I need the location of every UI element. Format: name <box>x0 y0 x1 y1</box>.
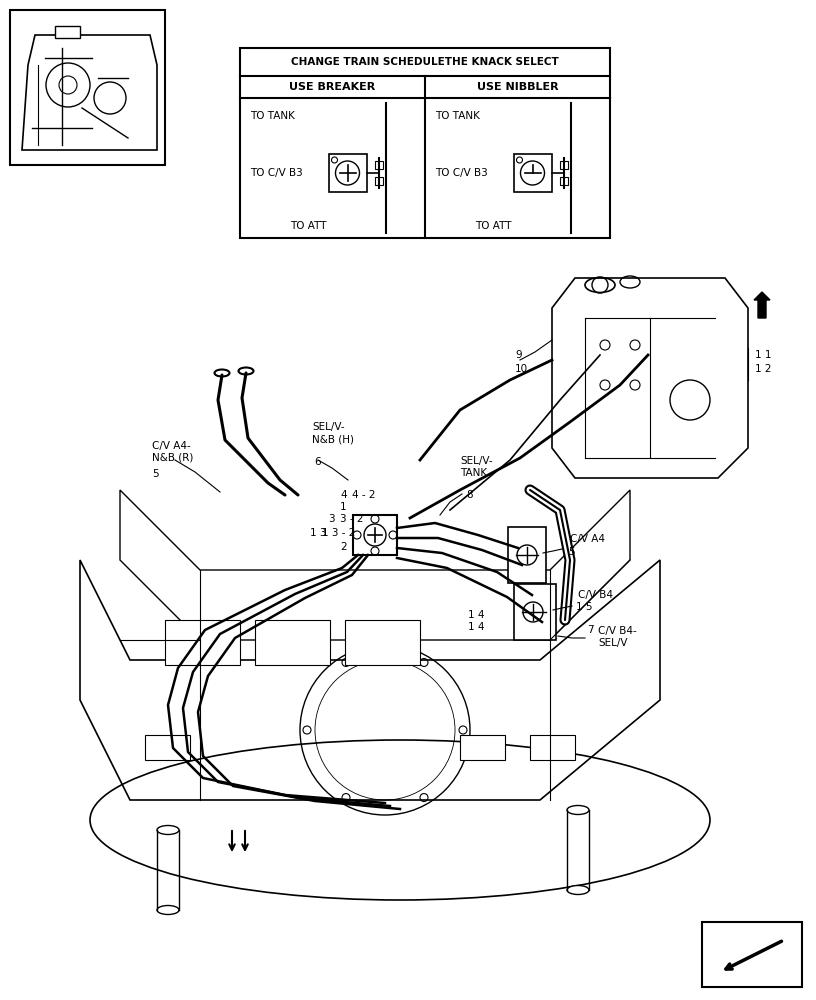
Text: C/V A4: C/V A4 <box>570 534 605 544</box>
FancyBboxPatch shape <box>255 620 330 665</box>
Ellipse shape <box>215 369 229 376</box>
FancyBboxPatch shape <box>530 735 575 760</box>
Text: 5: 5 <box>568 547 574 557</box>
FancyBboxPatch shape <box>508 527 546 583</box>
FancyBboxPatch shape <box>560 177 567 185</box>
Ellipse shape <box>567 886 589 894</box>
Text: 2: 2 <box>340 542 347 552</box>
FancyBboxPatch shape <box>375 177 383 185</box>
Text: 3 - 2: 3 - 2 <box>340 514 363 524</box>
Text: 1 3 - 2: 1 3 - 2 <box>322 528 356 538</box>
Text: CHANGE TRAIN SCHEDULETHE KNACK SELECT: CHANGE TRAIN SCHEDULETHE KNACK SELECT <box>291 57 559 67</box>
FancyBboxPatch shape <box>460 735 505 760</box>
FancyBboxPatch shape <box>55 26 80 38</box>
Text: 7: 7 <box>587 625 593 635</box>
Ellipse shape <box>238 367 254 374</box>
Text: TO C/V B3: TO C/V B3 <box>435 168 488 178</box>
Text: SEL/V-
TANK: SEL/V- TANK <box>460 456 493 478</box>
FancyBboxPatch shape <box>375 161 383 169</box>
FancyBboxPatch shape <box>345 620 420 665</box>
FancyBboxPatch shape <box>145 735 190 760</box>
Text: C/V B4-
SEL/V: C/V B4- SEL/V <box>598 626 636 648</box>
Text: TO TANK: TO TANK <box>250 111 295 121</box>
Text: 1 5: 1 5 <box>576 602 592 612</box>
Polygon shape <box>754 292 770 318</box>
Text: SEL/V-
N&B (H): SEL/V- N&B (H) <box>312 422 354 444</box>
Text: TO C/V B3: TO C/V B3 <box>250 168 303 178</box>
Text: TO TANK: TO TANK <box>435 111 480 121</box>
Ellipse shape <box>157 906 179 914</box>
Text: USE NIBBLER: USE NIBBLER <box>477 82 558 92</box>
Text: 9: 9 <box>515 350 521 360</box>
Text: USE BREAKER: USE BREAKER <box>290 82 375 92</box>
Text: 1 1: 1 1 <box>755 350 771 360</box>
Text: 10: 10 <box>515 364 528 374</box>
Text: 4 - 2: 4 - 2 <box>352 490 375 500</box>
Text: 8: 8 <box>466 490 472 500</box>
Text: 6: 6 <box>314 457 321 467</box>
Text: 1 4: 1 4 <box>468 622 485 632</box>
Text: 1 2: 1 2 <box>755 364 771 374</box>
Text: TO ATT: TO ATT <box>290 221 326 231</box>
Text: 1: 1 <box>340 502 347 512</box>
Text: 4: 4 <box>340 490 347 500</box>
Text: 5: 5 <box>152 469 158 479</box>
FancyBboxPatch shape <box>353 515 397 555</box>
Text: TO ATT: TO ATT <box>475 221 512 231</box>
Text: 1 4: 1 4 <box>468 610 485 620</box>
FancyBboxPatch shape <box>560 161 567 169</box>
FancyBboxPatch shape <box>240 48 610 238</box>
Text: 3: 3 <box>328 514 335 524</box>
Text: 1 3: 1 3 <box>310 528 326 538</box>
FancyBboxPatch shape <box>702 922 802 987</box>
FancyBboxPatch shape <box>10 10 165 165</box>
Text: C/V B4: C/V B4 <box>578 590 613 600</box>
FancyBboxPatch shape <box>514 584 556 640</box>
FancyBboxPatch shape <box>165 620 240 665</box>
FancyBboxPatch shape <box>513 154 552 192</box>
FancyBboxPatch shape <box>329 154 366 192</box>
Text: C/V A4-
N&B (R): C/V A4- N&B (R) <box>152 441 193 463</box>
